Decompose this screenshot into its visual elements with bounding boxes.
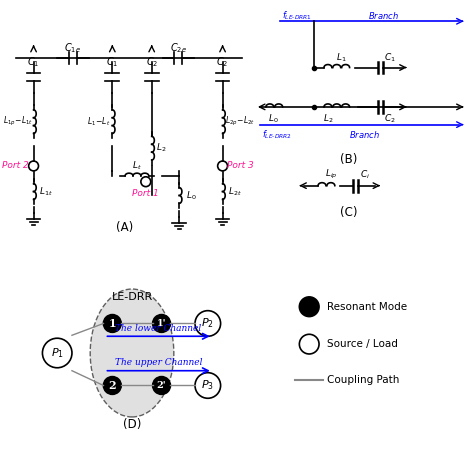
Text: Coupling Path: Coupling Path <box>327 375 399 385</box>
Text: 1': 1' <box>157 319 166 328</box>
Text: $L_{2p}\!-\!L_{2t}$: $L_{2p}\!-\!L_{2t}$ <box>225 115 255 128</box>
Text: Source / Load: Source / Load <box>327 339 398 349</box>
Text: Port 2: Port 2 <box>2 161 29 170</box>
Text: $L_{1p}\!-\!L_{1t}$: $L_{1p}\!-\!L_{1t}$ <box>3 115 33 128</box>
Text: $L_t$: $L_t$ <box>132 160 142 172</box>
Text: $C_1$: $C_1$ <box>27 55 40 68</box>
Text: $P_2$: $P_2$ <box>201 317 214 330</box>
Text: $C_2$: $C_2$ <box>384 112 396 125</box>
Text: $f_{LE\text{-}DRR2}$: $f_{LE\text{-}DRR2}$ <box>262 128 292 141</box>
Text: Port 1: Port 1 <box>132 189 159 198</box>
Text: $L_1$: $L_1$ <box>337 52 347 64</box>
Text: LE-DRR: LE-DRR <box>111 292 153 302</box>
Text: $L_2$: $L_2$ <box>156 142 167 154</box>
Text: (B): (B) <box>340 153 357 165</box>
Circle shape <box>300 297 319 317</box>
Text: $L_0$: $L_0$ <box>268 112 279 125</box>
Text: $C_{1e}$: $C_{1e}$ <box>64 41 82 55</box>
Text: $Branch$: $Branch$ <box>348 129 380 140</box>
Text: $P_3$: $P_3$ <box>201 379 214 392</box>
Text: 2: 2 <box>109 380 116 391</box>
Text: $L_0$: $L_0$ <box>186 189 196 202</box>
Text: 1: 1 <box>109 318 116 329</box>
Text: Resonant Mode: Resonant Mode <box>327 302 407 312</box>
Circle shape <box>103 314 121 333</box>
Text: The lower Channel: The lower Channel <box>116 324 202 333</box>
Text: Port 3: Port 3 <box>227 161 254 170</box>
Text: $Branch$: $Branch$ <box>368 10 399 21</box>
Text: (A): (A) <box>116 222 133 235</box>
Circle shape <box>153 376 170 395</box>
Text: $C_2$: $C_2$ <box>217 55 229 68</box>
Text: 2': 2' <box>157 381 166 390</box>
Ellipse shape <box>90 289 174 417</box>
Text: $L_2$: $L_2$ <box>323 112 333 125</box>
Text: $P_1$: $P_1$ <box>51 346 64 360</box>
Text: $L_1\!-\!L_t$: $L_1\!-\!L_t$ <box>87 116 110 128</box>
Text: The upper Channel: The upper Channel <box>115 358 202 367</box>
Text: (D): (D) <box>123 419 141 431</box>
Circle shape <box>153 314 170 333</box>
Text: $C_{2e}$: $C_{2e}$ <box>170 41 187 55</box>
Text: $f_{LE\text{-}DRR1}$: $f_{LE\text{-}DRR1}$ <box>282 9 311 22</box>
Text: $C_2$: $C_2$ <box>146 55 158 68</box>
Text: (C): (C) <box>340 206 357 219</box>
Text: $C_1$: $C_1$ <box>106 55 118 68</box>
Text: $L_{2t}$: $L_{2t}$ <box>228 185 241 198</box>
Text: $C_i$: $C_i$ <box>360 169 370 181</box>
Text: $C_1$: $C_1$ <box>384 52 396 64</box>
Text: $L_{ip}$: $L_{ip}$ <box>325 168 337 181</box>
Circle shape <box>103 376 121 395</box>
Text: $L_{1t}$: $L_{1t}$ <box>38 185 52 198</box>
